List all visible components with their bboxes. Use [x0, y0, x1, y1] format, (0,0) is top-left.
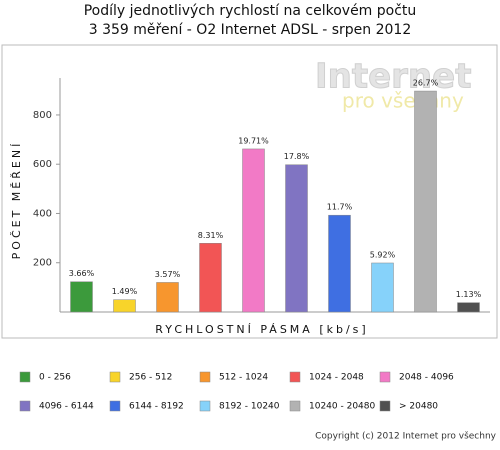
value-label: 1.13%	[456, 290, 482, 299]
watermark: pro všechny	[342, 89, 464, 113]
legend-label: 4096 - 6144	[39, 402, 94, 412]
legend-swatch	[379, 400, 391, 412]
bar	[70, 281, 93, 313]
value-label: 26.7%	[413, 79, 439, 88]
legend-swatch	[379, 371, 391, 383]
bar	[113, 299, 136, 313]
legend-swatch	[199, 400, 211, 412]
value-label: 5.92%	[370, 250, 396, 259]
value-label: 3.66%	[69, 269, 95, 278]
legend-swatch	[19, 400, 31, 412]
legend-swatch	[289, 371, 301, 383]
bar	[371, 262, 394, 313]
bar	[328, 214, 351, 313]
y-tick-label: 200	[33, 258, 52, 269]
value-label: 8.31%	[198, 231, 224, 240]
legend-swatch	[19, 371, 31, 383]
bar	[457, 302, 480, 313]
legend-label: 8192 - 10240	[219, 402, 280, 412]
legend-label: 6144 - 8192	[129, 402, 184, 412]
chart-title: Podíly jednotlivých rychlostí na celkové…	[84, 3, 417, 19]
legend-swatch	[109, 371, 121, 383]
y-tick-label: 600	[33, 159, 52, 170]
legend-label: 10240 - 20480	[309, 402, 376, 412]
chart-subtitle: 3 359 měření - O2 Internet ADSL - srpen …	[89, 22, 411, 38]
legend-label: 256 - 512	[129, 373, 172, 383]
copyright: Copyright (c) 2012 Internet pro všechny	[315, 431, 497, 442]
x-axis-label: RYCHLOSTNÍ PÁSMA [kb/s]	[155, 323, 368, 336]
plot-frame	[1, 44, 498, 339]
legend-label: 1024 - 2048	[309, 373, 364, 383]
y-tick-label: 400	[33, 208, 52, 219]
value-label: 3.57%	[155, 270, 181, 279]
bar	[156, 282, 179, 313]
legend-label: 2048 - 4096	[399, 373, 454, 383]
y-tick-label: 800	[33, 110, 52, 121]
value-label: 19.71%	[238, 136, 269, 145]
y-axis-label: POČET MĚŘENÍ	[10, 141, 23, 260]
bar	[242, 148, 265, 313]
legend-swatch	[109, 400, 121, 412]
legend-label: > 20480	[399, 402, 438, 412]
bar	[199, 243, 222, 313]
watermark: Internet	[315, 57, 471, 97]
value-label: 11.7%	[327, 203, 353, 212]
legend-label: 0 - 256	[39, 373, 71, 383]
legend-swatch	[289, 400, 301, 412]
value-label: 17.8%	[284, 152, 310, 161]
bar	[285, 164, 308, 313]
legend-label: 512 - 1024	[219, 373, 268, 383]
bar	[414, 90, 437, 313]
value-label: 1.49%	[112, 287, 138, 296]
legend-swatch	[199, 371, 211, 383]
